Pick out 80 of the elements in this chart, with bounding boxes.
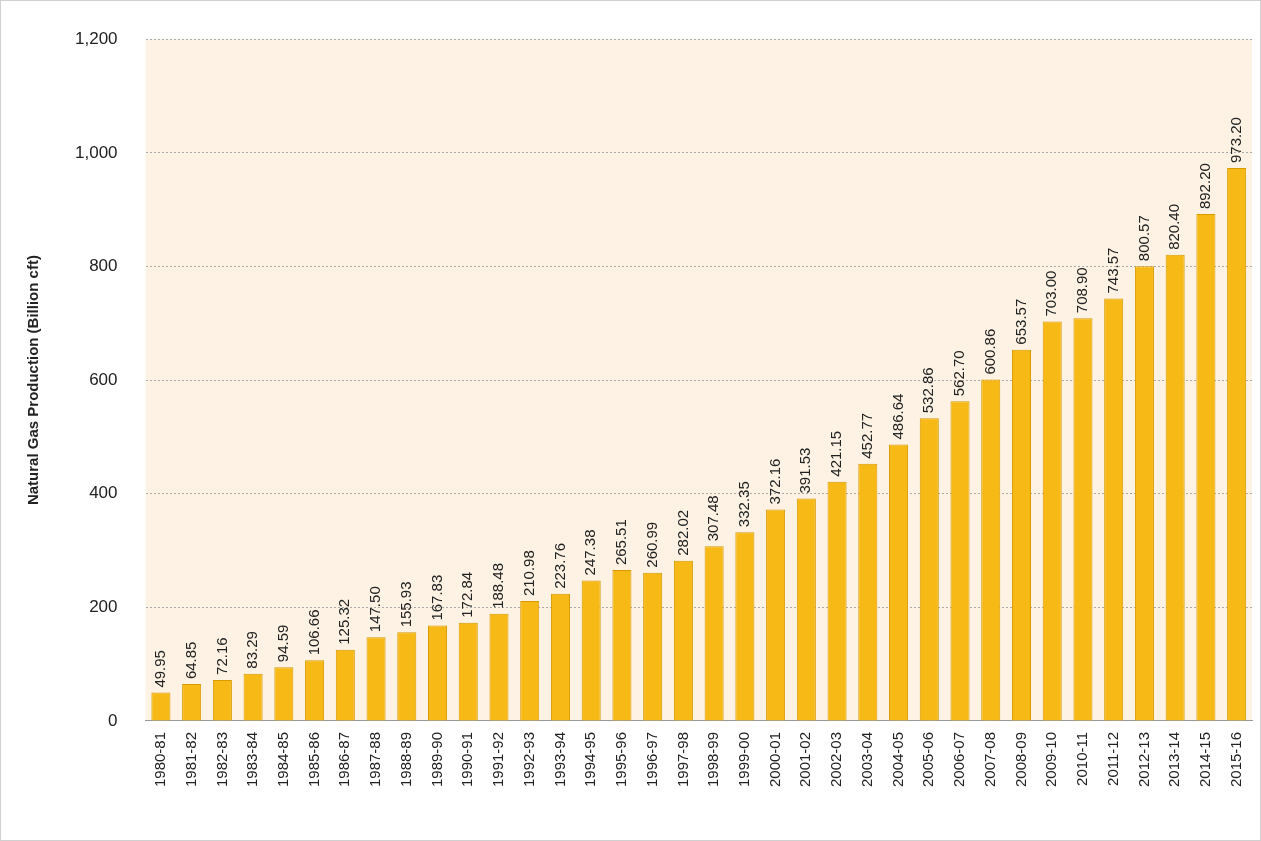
data-label: 820.40 — [1165, 203, 1183, 250]
x-tick-label: 2006-07 — [950, 731, 968, 788]
x-tick-label: 1996-97 — [642, 731, 660, 788]
x-tick-label: 1992-93 — [519, 731, 537, 788]
x-tick-label: 1985-86 — [304, 731, 322, 788]
x-tick-label: 1986-87 — [335, 731, 353, 788]
x-tick-label: 1995-96 — [612, 731, 630, 788]
data-label: 223.76 — [550, 542, 568, 589]
y-tick-label: 0 — [108, 710, 118, 730]
x-tick-label: 2001-02 — [796, 731, 814, 788]
x-tick-label: 1999-00 — [735, 731, 753, 788]
y-tick-label: 1,200 — [74, 28, 118, 48]
x-tick-label: 2008-09 — [1011, 731, 1029, 788]
data-label: 147.50 — [366, 586, 384, 633]
x-tick-label: 1980-81 — [151, 731, 169, 788]
x-tick-label: 1990-91 — [458, 731, 476, 788]
x-tick-label: 2013-14 — [1165, 731, 1183, 788]
x-tick-label: 1988-89 — [396, 731, 414, 788]
y-tick-label: 400 — [89, 483, 118, 503]
x-tick-label: 1993-94 — [550, 731, 568, 788]
y-tick-label: 1,000 — [74, 142, 118, 162]
x-tick-label: 2009-10 — [1042, 731, 1060, 788]
data-label: 600.86 — [980, 328, 998, 375]
x-tick-label: 1982-83 — [212, 731, 230, 788]
data-label: 703.00 — [1042, 270, 1060, 317]
data-label: 708.90 — [1073, 267, 1091, 314]
data-label: 260.99 — [642, 521, 660, 568]
data-label: 265.51 — [612, 519, 630, 566]
data-label: 188.48 — [489, 562, 507, 609]
x-tick-label: 2004-05 — [888, 731, 906, 788]
x-tick-label: 1983-84 — [243, 731, 261, 788]
data-label: 653.57 — [1011, 298, 1029, 345]
data-label: 486.64 — [888, 393, 906, 440]
data-label: 172.84 — [458, 571, 476, 618]
data-label: 106.66 — [304, 609, 322, 656]
x-tick-label: 2011-12 — [1103, 731, 1121, 786]
y-tick-label: 600 — [89, 369, 118, 389]
data-label: 391.53 — [796, 447, 814, 494]
x-tick-label: 2010-11 — [1073, 731, 1091, 786]
x-tick-label: 1991-92 — [489, 731, 507, 788]
data-label: 64.85 — [181, 641, 199, 680]
x-tick-label: 1987-88 — [366, 731, 384, 788]
y-tick-label: 200 — [89, 597, 118, 617]
data-label: 332.35 — [735, 481, 753, 528]
x-tick-label: 1997-98 — [673, 731, 691, 788]
data-label: 125.32 — [335, 598, 353, 645]
data-label: 892.20 — [1196, 163, 1214, 210]
x-tick-label: 1998-99 — [704, 731, 722, 788]
data-label: 372.16 — [765, 458, 783, 505]
x-tick-label: 2012-13 — [1134, 731, 1152, 788]
x-tick-label: 2005-06 — [919, 731, 937, 788]
x-tick-label: 2007-08 — [980, 731, 998, 788]
data-label: 210.98 — [519, 550, 537, 597]
x-tick-label: 2000-01 — [765, 731, 783, 788]
data-label: 155.93 — [396, 581, 414, 628]
data-label: 49.95 — [151, 650, 169, 688]
data-label: 94.59 — [273, 624, 291, 663]
data-label: 973.20 — [1226, 117, 1244, 164]
x-tick-label: 2002-03 — [827, 731, 845, 788]
x-tick-label: 2015-16 — [1226, 731, 1244, 788]
data-label: 282.02 — [673, 509, 691, 556]
x-tick-label: 2014-15 — [1196, 731, 1214, 788]
x-tick-label: 1981-82 — [181, 731, 199, 788]
data-label: 532.86 — [919, 367, 937, 414]
data-label: 83.29 — [243, 631, 261, 669]
data-label: 743.57 — [1103, 247, 1121, 294]
data-label: 72.16 — [212, 637, 230, 675]
data-label: 800.57 — [1134, 215, 1152, 262]
data-label: 452.77 — [857, 412, 875, 459]
data-label: 562.70 — [950, 350, 968, 397]
x-tick-label: 1984-85 — [273, 731, 291, 788]
data-label: 167.83 — [427, 574, 445, 621]
x-tick-label: 1994-95 — [581, 731, 599, 788]
x-tick-label: 2003-04 — [857, 731, 875, 788]
data-label: 421.15 — [827, 430, 845, 477]
data-label: 307.48 — [704, 495, 722, 542]
y-tick-label: 800 — [89, 256, 118, 276]
x-tick-label: 1989-90 — [427, 731, 445, 788]
y-axis-title: Natural Gas Production (Billion cft) — [24, 255, 42, 506]
data-label: 247.38 — [581, 529, 599, 576]
